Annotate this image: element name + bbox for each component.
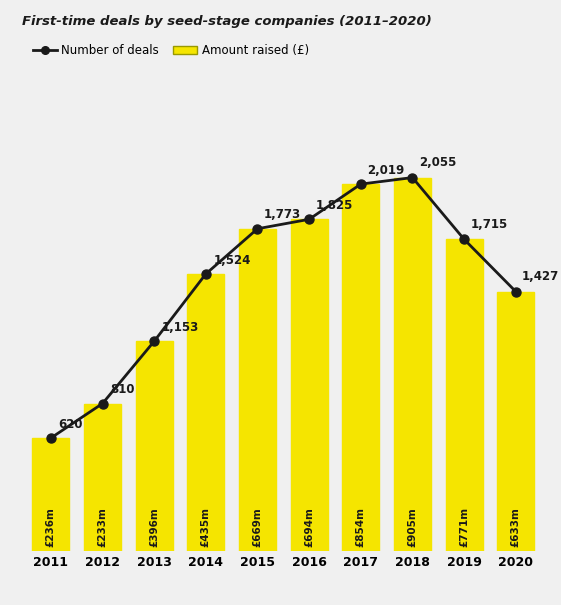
- Text: 1,427: 1,427: [522, 270, 559, 283]
- Text: 2,019: 2,019: [367, 164, 404, 177]
- Text: 1,825: 1,825: [315, 199, 353, 212]
- Bar: [394, 177, 431, 551]
- Text: 2,055: 2,055: [419, 157, 456, 169]
- Bar: [32, 438, 70, 551]
- Text: £435m: £435m: [201, 507, 211, 547]
- Text: £694m: £694m: [304, 507, 314, 547]
- Text: 810: 810: [111, 384, 135, 396]
- Text: 1,153: 1,153: [162, 321, 199, 334]
- Bar: [187, 274, 224, 551]
- Bar: [291, 219, 328, 551]
- Legend: Number of deals, Amount raised (£): Number of deals, Amount raised (£): [29, 39, 314, 62]
- Text: 1,715: 1,715: [470, 218, 508, 231]
- Bar: [342, 184, 379, 551]
- Bar: [445, 239, 482, 551]
- Text: First-time deals by seed-stage companies (2011–2020): First-time deals by seed-stage companies…: [22, 15, 432, 28]
- Text: £633m: £633m: [511, 507, 521, 547]
- Text: £236m: £236m: [46, 507, 56, 547]
- Text: £905m: £905m: [407, 507, 417, 547]
- Text: 620: 620: [58, 418, 83, 431]
- Text: 1,773: 1,773: [264, 209, 301, 221]
- Text: £771m: £771m: [459, 507, 469, 547]
- Text: £396m: £396m: [149, 507, 159, 547]
- Text: £669m: £669m: [252, 507, 263, 547]
- Bar: [84, 404, 121, 551]
- Text: 1,524: 1,524: [214, 253, 251, 267]
- Text: £233m: £233m: [98, 507, 108, 547]
- Bar: [136, 341, 173, 551]
- Bar: [497, 292, 535, 551]
- Text: £854m: £854m: [356, 507, 366, 547]
- Bar: [239, 229, 276, 551]
